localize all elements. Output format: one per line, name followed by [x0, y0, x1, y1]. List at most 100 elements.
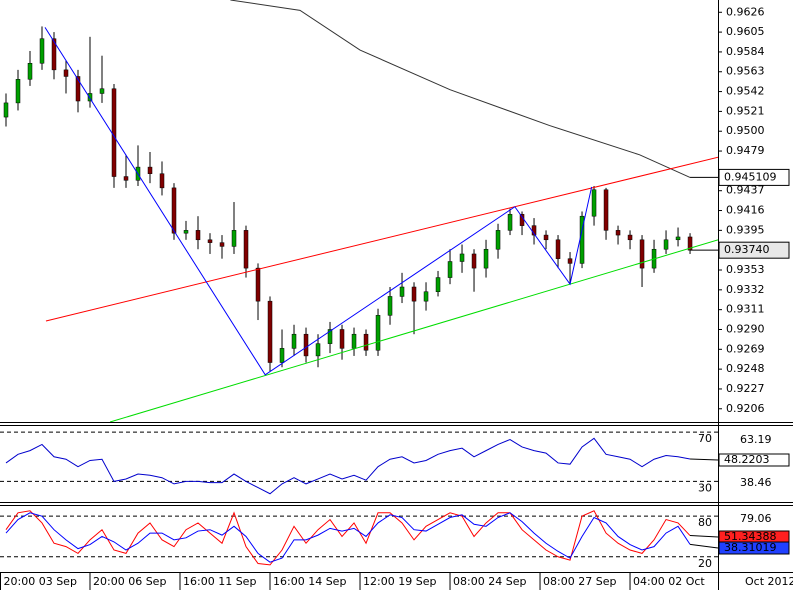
- x-tick-label: 16:00 14 Sep: [273, 575, 346, 588]
- value-connector: [690, 458, 719, 461]
- candle-body: [123, 176, 129, 181]
- indicator-line: [45, 156, 718, 322]
- y-tick-label: 0.9206: [726, 402, 765, 415]
- candle-body: [303, 333, 309, 357]
- indicator-line: [5, 437, 691, 495]
- candle-body: [147, 166, 153, 174]
- candle-body: [159, 173, 165, 189]
- x-tick-label: 08:00 27 Sep: [543, 575, 616, 588]
- candle-body: [75, 76, 81, 102]
- level-label: 30: [698, 481, 712, 494]
- candle-body: [627, 234, 633, 241]
- extreme-label: 38.46: [740, 476, 772, 489]
- indicator-line: [109, 239, 718, 422]
- y-tick-label: 0.9626: [726, 5, 765, 18]
- extreme-label: 63.19: [740, 433, 772, 446]
- candle-body: [15, 79, 21, 104]
- value-box: [718, 241, 790, 259]
- value-box-label: 0.945109: [724, 170, 777, 183]
- candle-body: [27, 63, 33, 80]
- plot-area: [0, 510, 718, 566]
- y-tick-label: 0.9227: [726, 382, 765, 395]
- candle-body: [111, 88, 117, 177]
- level-label: 80: [698, 516, 712, 529]
- candle-body: [387, 296, 393, 316]
- candle-body: [327, 329, 333, 344]
- candle-body: [495, 230, 501, 250]
- candle-body: [243, 230, 249, 269]
- x-tick-label: 16:00 11 Sep: [183, 575, 256, 588]
- candle-body: [507, 214, 513, 231]
- candle-body: [675, 236, 681, 241]
- level-label: 70: [698, 432, 712, 445]
- candle-body: [543, 234, 549, 241]
- candle-body: [471, 253, 477, 269]
- x-tick-label: 08:00 24 Sep: [453, 575, 526, 588]
- candle-body: [195, 230, 201, 241]
- candle-body: [171, 187, 177, 234]
- candle-body: [291, 333, 297, 349]
- candle-body: [435, 277, 441, 292]
- candle-body: [99, 88, 105, 94]
- y-tick-label: 0.9437: [726, 184, 765, 197]
- value-box: [718, 453, 790, 467]
- x-tick-label: 04:00 02 Oct: [633, 575, 705, 588]
- y-tick-label: 0.9584: [726, 45, 765, 58]
- candle-body: [39, 38, 45, 64]
- candle-body: [231, 230, 237, 247]
- candle-body: [255, 267, 261, 302]
- candle-body: [411, 286, 417, 302]
- candle-body: [555, 239, 561, 259]
- y-tick-label: 0.9311: [726, 303, 765, 316]
- plot-area: [3, 0, 718, 422]
- candle-body: [399, 286, 405, 297]
- x-tick-label: 12:00 19 Sep: [363, 575, 436, 588]
- candle-body: [207, 239, 213, 243]
- candle-body: [87, 93, 93, 102]
- y-tick-label: 0.9395: [726, 223, 765, 236]
- candle-body: [351, 333, 357, 349]
- period-label: Oct 2012: [745, 575, 793, 588]
- level-label: 20: [698, 557, 712, 570]
- candle-body: [219, 242, 225, 247]
- candle-body: [423, 291, 429, 302]
- x-tick-label: 20:00 03 Sep: [4, 575, 77, 588]
- candle-body: [639, 239, 645, 269]
- value-box: [718, 541, 790, 555]
- y-tick-label: 0.9605: [726, 25, 765, 38]
- candle-body: [459, 253, 465, 262]
- candle-body: [567, 258, 573, 264]
- plot-area: [0, 431, 718, 495]
- y-tick-label: 0.9500: [726, 124, 765, 137]
- indicator-line: [230, 0, 691, 178]
- candle-body: [267, 300, 273, 363]
- candle-body: [51, 38, 57, 71]
- indicator-line: [44, 27, 593, 376]
- y-tick-label: 0.9479: [726, 144, 765, 157]
- y-tick-label: 0.9563: [726, 65, 765, 78]
- candle-body: [603, 189, 609, 231]
- candle-body: [447, 261, 453, 278]
- extreme-label: 79.06: [740, 512, 772, 525]
- y-tick-label: 0.9542: [726, 85, 765, 98]
- candle-body: [483, 248, 489, 269]
- y-tick-label: 0.9416: [726, 204, 765, 217]
- value-box-label: 38.31019: [724, 541, 777, 554]
- x-tick-label: 20:00 06 Sep: [93, 575, 166, 588]
- candle-body: [375, 315, 381, 351]
- candle-body: [3, 102, 9, 118]
- value-box-label: 48.2203: [724, 453, 770, 466]
- y-tick-label: 0.9353: [726, 263, 765, 276]
- y-tick-label: 0.9269: [726, 342, 765, 355]
- value-box-label: 0.93740: [724, 243, 770, 256]
- candle-body: [615, 230, 621, 236]
- candle-body: [183, 230, 189, 234]
- candle-body: [363, 333, 369, 351]
- candle-body: [663, 239, 669, 250]
- y-tick-label: 0.9332: [726, 283, 765, 296]
- y-tick-label: 0.9521: [726, 104, 765, 117]
